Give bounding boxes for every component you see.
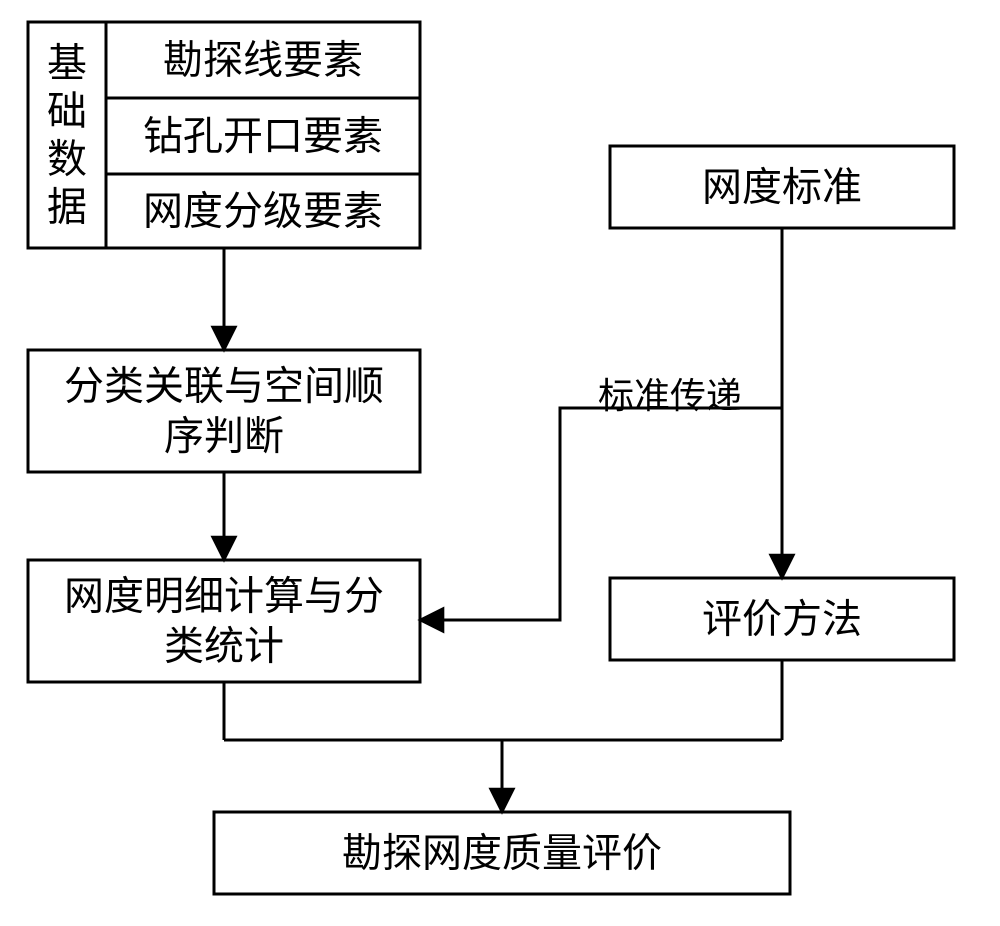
detail-box-text: 网度明细计算与分类统计 (64, 574, 384, 669)
evaluation-box-text: 勘探网度质量评价 (342, 831, 662, 876)
edge-label-method-branch-to-detail: 标准传递 (598, 376, 742, 416)
basic-data-row-text-0: 勘探线要素 (163, 38, 363, 83)
edge-method-branch-to-detail (420, 408, 782, 620)
basic-data-label: 基础数据 (47, 41, 87, 230)
standard-box-text: 网度标准 (702, 165, 862, 210)
classify-box-text: 分类关联与空间顺序判断 (64, 364, 384, 459)
basic-data-row-text-2: 网度分级要素 (143, 189, 383, 234)
method-box-text: 评价方法 (702, 597, 862, 642)
basic-data-row-text-1: 钻孔开口要素 (143, 114, 383, 159)
